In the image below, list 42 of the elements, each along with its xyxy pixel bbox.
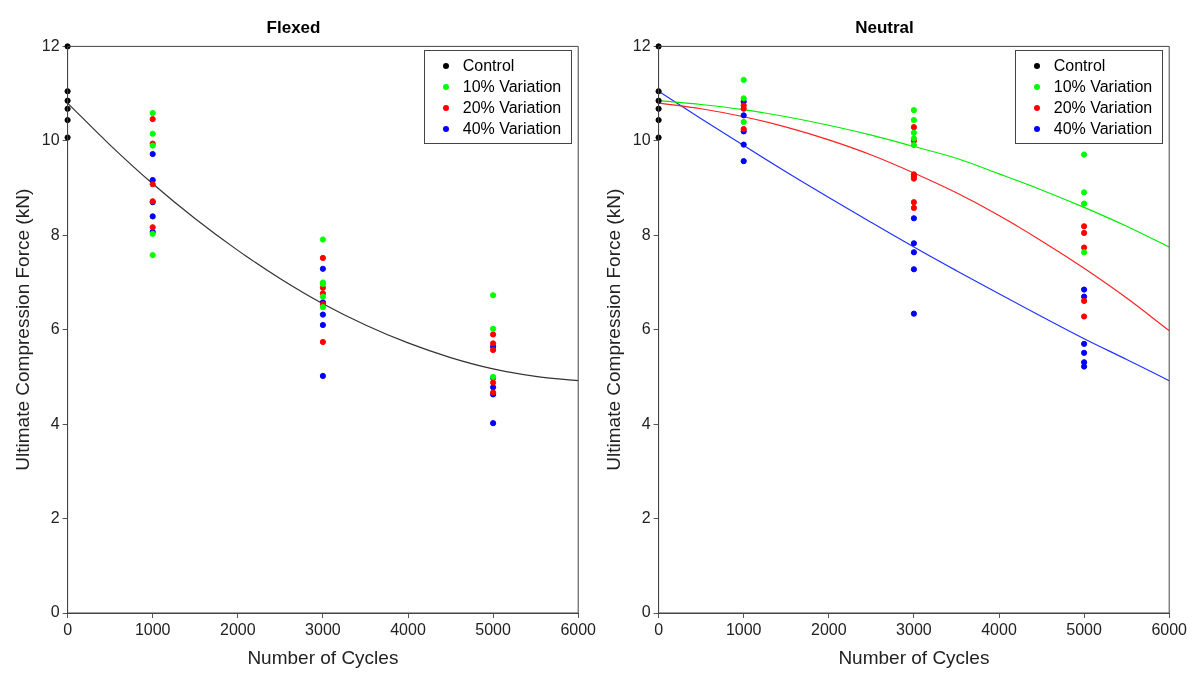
- y-tick-label: 4: [641, 414, 651, 432]
- x-tick-label: 1000: [134, 621, 171, 639]
- legend-label: 20% Variation: [1053, 98, 1153, 119]
- y-tick-label: 6: [641, 320, 651, 338]
- x-tick-label: 3000: [305, 621, 341, 639]
- chart-title: Flexed: [266, 17, 321, 37]
- y-axis-title: Ultimate Compression Force (kN): [602, 188, 624, 471]
- x-tick-label: 3000: [896, 621, 932, 639]
- x-axis-title: Number of Cycles: [838, 646, 990, 668]
- x-tick-label: 5000: [475, 621, 511, 639]
- y-tick-label: 2: [641, 508, 651, 526]
- y-tick-label: 0: [641, 603, 651, 621]
- y-tick-label: 8: [641, 225, 651, 243]
- x-tick-label: 4000: [981, 621, 1017, 639]
- x-tick-label: 2000: [220, 621, 256, 639]
- y-tick-label: 8: [50, 225, 60, 243]
- x-tick-label: 6000: [1151, 621, 1188, 639]
- y-tick-label: 12: [632, 36, 651, 54]
- legend-label: Control: [462, 56, 515, 77]
- y-tick-label: 0: [50, 603, 60, 621]
- y-axis-title: Ultimate Compression Force (kN): [11, 188, 33, 471]
- x-tick-label: 4000: [390, 621, 426, 639]
- x-axis-title: Number of Cycles: [247, 646, 399, 668]
- legend-label: 10% Variation: [1053, 77, 1153, 98]
- legend-label: 20% Variation: [462, 98, 562, 119]
- y-tick-label: 12: [41, 36, 60, 54]
- y-tick-label: 4: [50, 414, 60, 432]
- x-tick-label: 2000: [811, 621, 847, 639]
- x-tick-label: 1000: [725, 621, 762, 639]
- legend-label: 40% Variation: [462, 119, 562, 140]
- x-tick-label: 6000: [560, 621, 597, 639]
- x-tick-label: 5000: [1066, 621, 1102, 639]
- x-tick-label: 0: [63, 621, 73, 639]
- x-tick-label: 0: [654, 621, 664, 639]
- chart-title: Neutral: [855, 17, 914, 37]
- legend-label: Control: [1053, 56, 1106, 77]
- legend-label: 40% Variation: [1053, 119, 1153, 140]
- y-tick-label: 10: [632, 131, 651, 149]
- y-tick-label: 2: [50, 508, 60, 526]
- legend-label: 10% Variation: [462, 77, 562, 98]
- y-tick-label: 10: [41, 131, 60, 149]
- y-tick-label: 6: [50, 320, 60, 338]
